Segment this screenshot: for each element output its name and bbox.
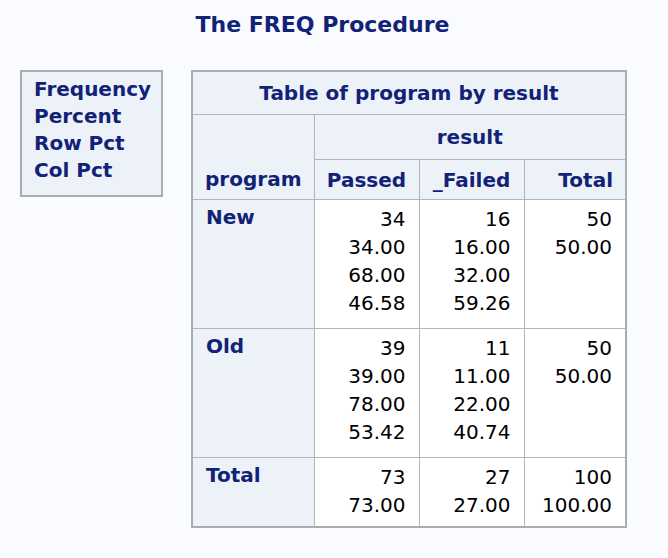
sas-results-page: The FREQ Procedure Frequency Percent Row… [0,0,668,558]
column-header-total: Total [524,160,626,200]
row-header-old: Old [192,329,314,458]
procedure-title: The FREQ Procedure [0,12,645,37]
cell-total-passed: 73 73.00 [314,458,419,528]
row-header-new: New [192,200,314,329]
caption-row: Table of program by result [192,71,626,115]
table-row-total: Total 73 73.00 27 27.00 100 100.00 [192,458,626,528]
cell-new-failed: 16 16.00 32.00 59.26 [419,200,524,329]
cell-new-total: 50 50.00 [524,200,626,329]
col-variable-header: result [314,115,626,160]
column-header-passed: Passed [314,160,419,200]
cell-old-failed: 11 11.00 22.00 40.74 [419,329,524,458]
cell-total-total: 100 100.00 [524,458,626,528]
crosstab-table: Table of program by result program resul… [191,70,627,528]
column-header-failed: _Failed [419,160,524,200]
cell-total-failed: 27 27.00 [419,458,524,528]
legend-statistic-lines: Frequency Percent Row Pct Col Pct [34,76,161,184]
results-content: Frequency Percent Row Pct Col Pct Table … [20,70,668,528]
table-row-old: Old 39 39.00 78.00 53.42 11 11.00 22.00 … [192,329,626,458]
row-variable-header: program [192,115,314,200]
cell-new-passed: 34 34.00 68.00 46.58 [314,200,419,329]
col-variable-row: program result [192,115,626,160]
cell-statistics-legend: Frequency Percent Row Pct Col Pct [20,70,163,197]
table-caption: Table of program by result [192,71,626,115]
row-header-total: Total [192,458,314,528]
cell-old-total: 50 50.00 [524,329,626,458]
cell-old-passed: 39 39.00 78.00 53.42 [314,329,419,458]
table-row-new: New 34 34.00 68.00 46.58 16 16.00 32.00 … [192,200,626,329]
